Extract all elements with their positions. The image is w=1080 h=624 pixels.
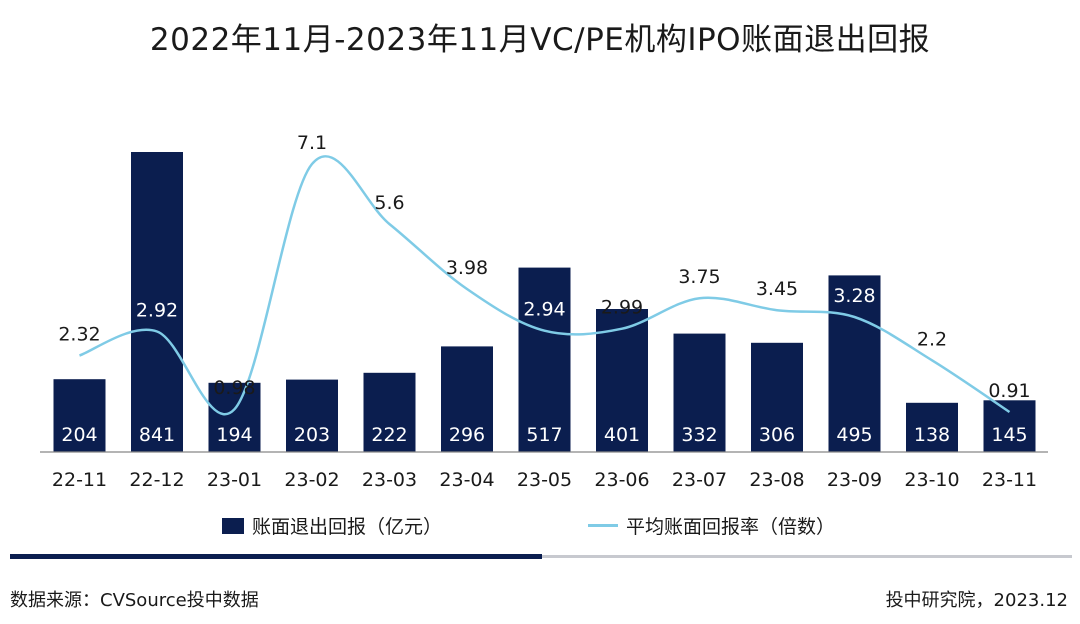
bar-23-08 [751,342,803,452]
bars-layer [53,152,1036,452]
bar-value-label: 204 [61,424,97,446]
bar-value-label: 222 [371,424,407,446]
bar-value-label: 203 [294,424,330,446]
bar-value-label: 296 [449,424,485,446]
bar-23-09 [828,275,881,452]
legend-item-line: 平均账面回报率（倍数） [588,512,835,539]
ticks-layer: 22-11 22-12 23-01 23-02 23-03 23-04 23-05 23-06… [52,469,1037,491]
line-point-label: 0.91 [988,380,1030,402]
x-tick-label: 23-01 [207,469,262,491]
bar-value-label: 145 [991,424,1027,446]
legend: 账面退出回报（亿元） 平均账面回报率（倍数） [0,512,1080,540]
bar-value-label: 306 [759,424,795,446]
bar-value-label: 332 [681,424,717,446]
bar-value-label: 194 [216,424,252,446]
line-point-label: 2.99 [601,297,643,319]
line-point-label: 5.6 [374,192,404,214]
legend-item-bar: 账面退出回报（亿元） [222,512,442,539]
bar-23-03 [363,372,416,452]
bar-23-11 [983,400,1036,452]
bar-23-10 [906,402,958,452]
line-point-label: 3.45 [756,278,798,300]
line-point-label: 2.94 [523,299,565,321]
line-point-label: 3.28 [833,285,875,307]
divider-accent [10,554,542,559]
legend-line-label: 平均账面回报率（倍数） [626,516,836,538]
line-point-label: 2.92 [136,300,178,322]
bar-23-07 [673,333,726,452]
legend-bar-label: 账面退出回报（亿元） [252,516,443,538]
line-layer [79,155,1011,416]
line-series-return-multiple [79,155,1011,416]
credit-note: 投中研究院，2023.12 [885,590,1068,611]
bar-23-02 [286,379,338,452]
legend-line-swatch [588,524,618,527]
bar-value-label: 401 [604,424,640,446]
bar-value-label: 841 [139,424,175,446]
x-tick-label: 23-02 [284,469,339,491]
x-tick-label: 22-11 [52,469,107,491]
source-note: 数据来源：CVSource投中数据 [10,590,259,611]
bar-value-label: 138 [914,424,950,446]
bar-value-label: 517 [526,424,562,446]
x-tick-label: 23-03 [362,469,417,491]
x-tick-label: 23-11 [982,469,1037,491]
line-point-label: 2.32 [58,324,100,346]
legend-bar-swatch [222,517,244,534]
bar-value-label: 495 [836,424,872,446]
x-tick-label: 23-08 [749,469,804,491]
chart-plot: 204 841 194 203 222 296 517 401 332 306 495 138 145 2… [40,132,1048,491]
x-tick-label: 23-09 [827,469,882,491]
bar-22-11 [53,379,106,452]
bar-22-12 [131,152,183,452]
line-point-label: 2.2 [917,328,947,350]
bar-23-01 [208,382,261,452]
bar-23-04 [441,346,493,452]
bar-23-05 [518,267,571,452]
line-point-label: 3.98 [446,257,488,279]
x-tick-label: 23-05 [517,469,572,491]
labels-layer: 204 841 194 203 222 296 517 401 332 306 495 138 145 2… [58,132,1030,446]
x-tick-label: 23-10 [904,469,959,491]
line-point-label: 7.1 [297,132,327,154]
x-tick-label: 23-06 [594,469,649,491]
x-tick-label: 23-07 [672,469,727,491]
line-point-label: 3.75 [678,266,720,288]
line-point-label: 0.98 [213,377,255,399]
chart-title: 2022年11月-2023年11月VC/PE机构IPO账面退出回报 [149,22,931,58]
x-tick-label: 23-04 [439,469,494,491]
x-tick-label: 22-12 [129,469,184,491]
